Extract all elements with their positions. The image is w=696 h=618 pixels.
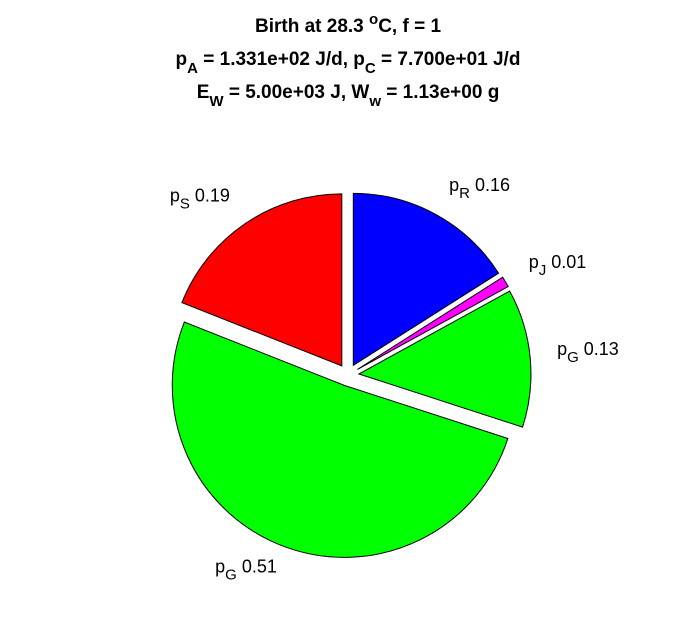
label-symbol: p [557,339,567,359]
label-symbol: p [449,175,459,195]
title-segment: A [187,60,198,77]
title-segment: E [197,82,210,103]
title-segment: p [176,49,188,70]
slice-label: pS 0.19 [170,185,230,212]
label-value: 0.13 [584,339,619,359]
slice-label: pJ 0.01 [529,252,587,279]
title-segment: = 5.00e+03 J, W [224,82,370,103]
slice-label: pG 0.51 [215,557,277,584]
label-symbol: p [529,252,539,272]
title-segment: w [368,93,381,110]
label-subscript: R [459,185,470,202]
title-segment: = 1.331e+02 J/d, p [198,49,365,70]
label-subscript: G [567,349,579,366]
title-segment: = 7.700e+01 J/d [376,49,521,70]
label-symbol: p [215,557,225,577]
title-segment: C [365,60,376,77]
pie-slice [181,193,343,367]
label-subscript: G [225,567,237,584]
title-segment: C, f = 1 [378,16,441,37]
chart-title: EW = 5.00e+03 J, Ww = 1.13e+00 g [197,82,500,110]
label-symbol: p [170,185,180,205]
title-segment: o [369,11,378,28]
pie-slice [357,276,509,370]
pie-slice [352,192,500,367]
chart-title: Birth at 28.3 oC, f = 1 [255,11,441,37]
chart-title: pA = 1.331e+02 J/d, pC = 7.700e+01 J/d [176,49,521,77]
label-value: 0.01 [551,252,586,272]
slice-label: pR 0.16 [449,175,510,202]
slice-label: pG 0.13 [557,339,619,366]
title-segment: W [209,93,224,110]
title-segment: = 1.13e+00 g [381,82,499,103]
pie-slice [171,321,509,558]
label-value: 0.51 [242,557,277,577]
label-subscript: S [180,195,190,212]
title-segment: Birth at 28.3 [255,16,369,37]
label-value: 0.16 [475,175,510,195]
label-subscript: J [539,262,547,279]
pie-slice [357,290,532,428]
label-value: 0.19 [195,185,230,205]
